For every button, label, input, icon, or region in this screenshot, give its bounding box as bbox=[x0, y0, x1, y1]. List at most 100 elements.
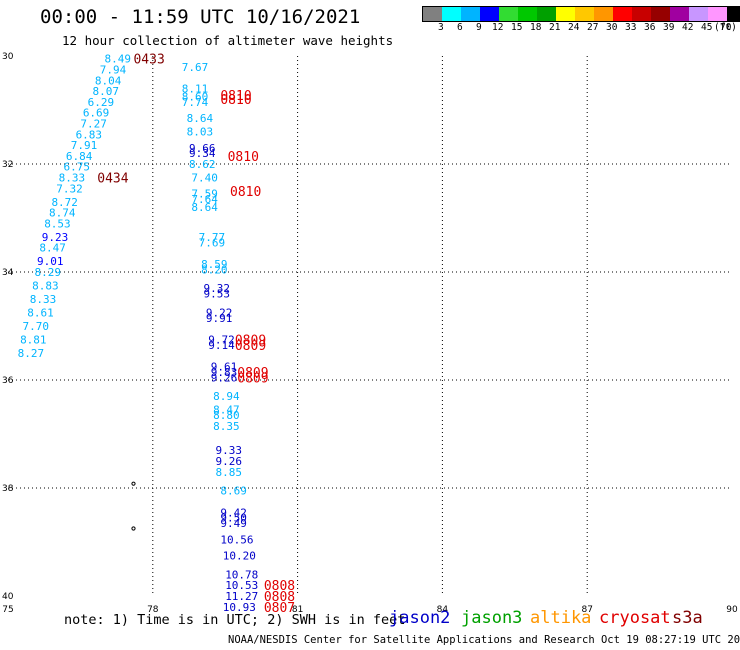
color-swatch bbox=[518, 7, 537, 21]
y-tick-label: 32 bbox=[2, 160, 13, 170]
pass-time-label: 0810 bbox=[220, 89, 251, 104]
color-swatch bbox=[689, 7, 708, 21]
wave-height-label: 9.66 bbox=[189, 142, 216, 155]
wave-height-label: 8.60 bbox=[182, 91, 209, 104]
footer-note: note: 1) Time is in UTC; 2) SWH is in fe… bbox=[64, 612, 406, 628]
wave-height-label: 6.83 bbox=[76, 128, 103, 141]
color-scale-label: 6 bbox=[457, 22, 463, 33]
wave-height-label: 8.64 bbox=[187, 112, 214, 125]
color-scale-label: 30 bbox=[606, 22, 618, 33]
wave-height-label: 7.69 bbox=[199, 236, 226, 249]
pass-time-label: 0433 bbox=[133, 53, 164, 68]
color-scale-label: 70 bbox=[720, 22, 732, 33]
wave-height-label: 9.61 bbox=[211, 361, 238, 374]
wave-height-label: 8.49 bbox=[105, 53, 131, 66]
color-swatch bbox=[708, 7, 727, 21]
wave-height-label: 7.40 bbox=[191, 172, 218, 185]
y-tick-label: 36 bbox=[2, 376, 14, 386]
wave-height-label: 9.34 bbox=[189, 147, 216, 160]
wave-height-label: 8.53 bbox=[44, 217, 70, 230]
pass-time-label: 0808 bbox=[264, 579, 295, 594]
color-swatch bbox=[442, 7, 461, 21]
y-tick-label: 30 bbox=[2, 52, 14, 62]
color-swatch bbox=[651, 7, 670, 21]
pass-time-label: 0810 bbox=[220, 93, 251, 108]
wave-height-label: 8.85 bbox=[216, 466, 243, 479]
wave-height-label: 6.29 bbox=[88, 96, 115, 109]
legend-jason2: jason2 bbox=[389, 608, 451, 628]
color-scale-label: 15 bbox=[511, 22, 523, 33]
wave-height-label: 10.56 bbox=[220, 533, 253, 546]
wave-height-label: 8.33 bbox=[30, 293, 57, 306]
pass-time-label: 0808 bbox=[264, 590, 295, 605]
wave-height-label: 8.61 bbox=[27, 307, 54, 320]
wave-height-label: 7.77 bbox=[199, 231, 226, 244]
wave-height-label: 9.26 bbox=[211, 371, 238, 384]
color-scale-label: 39 bbox=[663, 22, 675, 33]
wave-height-label: 10.93 bbox=[223, 601, 256, 614]
wave-height-label: 8.07 bbox=[92, 85, 119, 98]
color-scale-label: 3 bbox=[438, 22, 444, 33]
legend-jason3: jason3 bbox=[461, 608, 523, 628]
wave-height-label: 8.94 bbox=[213, 390, 240, 403]
color-scale-label: 9 bbox=[476, 22, 482, 33]
wave-height-label: 8.20 bbox=[201, 263, 228, 276]
wave-height-label: 7.67 bbox=[182, 61, 209, 74]
x-tick-label: 81 bbox=[292, 605, 303, 615]
wave-height-label: 9.14 bbox=[208, 339, 235, 352]
pass-time-label: 0807 bbox=[264, 601, 295, 616]
pass-time-label: 0809 bbox=[235, 339, 266, 354]
legend-cryosat: cryosat bbox=[599, 608, 671, 628]
color-scale-label: 12 bbox=[492, 22, 504, 33]
wave-height-label: 8.03 bbox=[187, 126, 214, 139]
wave-height-label: 7.94 bbox=[100, 64, 127, 77]
wave-height-label: 7.64 bbox=[191, 193, 218, 206]
color-swatch bbox=[537, 7, 556, 21]
y-tick-label: 34 bbox=[2, 268, 14, 278]
wave-height-label: 9.32 bbox=[203, 282, 230, 295]
wave-height-label: 9.01 bbox=[37, 255, 64, 268]
wave-height-label: 9.83 bbox=[211, 366, 238, 379]
color-swatch bbox=[423, 7, 442, 21]
wave-height-label: 9.23 bbox=[42, 231, 69, 244]
wave-height-label: 8.64 bbox=[191, 201, 218, 214]
pass-time-label: 0809 bbox=[237, 366, 268, 381]
wave-height-label: 9.42 bbox=[220, 506, 247, 519]
color-swatch bbox=[727, 7, 740, 21]
pass-time-label: 0810 bbox=[230, 185, 261, 200]
color-swatch bbox=[632, 7, 651, 21]
wave-height-label: 6.84 bbox=[66, 150, 93, 163]
credit-line: NOAA/NESDIS Center for Satellite Applica… bbox=[228, 634, 740, 646]
wave-height-label: 10.53 bbox=[225, 579, 258, 592]
wave-height-label: 8.62 bbox=[189, 158, 216, 171]
x-tick-label: 75 bbox=[2, 605, 13, 615]
wave-height-label: 10.20 bbox=[223, 550, 256, 563]
x-tick-label: 87 bbox=[581, 605, 592, 615]
wave-height-label: 9.49 bbox=[220, 517, 247, 530]
color-swatch bbox=[480, 7, 499, 21]
wave-height-label: 7.74 bbox=[182, 96, 209, 109]
wave-height-label: 8.80 bbox=[213, 409, 240, 422]
wave-height-label: 9.50 bbox=[220, 512, 247, 525]
wave-height-label: 7.27 bbox=[80, 118, 107, 131]
legend-s3a: s3a bbox=[672, 608, 703, 628]
wave-height-label: 9.91 bbox=[206, 312, 233, 325]
color-scale-label: 24 bbox=[568, 22, 580, 33]
wave-height-label: 8.74 bbox=[49, 207, 76, 220]
wave-height-label: 8.33 bbox=[59, 172, 86, 185]
wave-height-label: 7.91 bbox=[71, 139, 98, 152]
color-swatch bbox=[556, 7, 575, 21]
color-scale-bar bbox=[422, 6, 740, 22]
wave-height-label: 8.72 bbox=[51, 196, 78, 209]
wave-height-label: 7.32 bbox=[56, 182, 82, 195]
wave-height-label: 8.35 bbox=[213, 420, 240, 433]
track-marker bbox=[131, 526, 136, 531]
pass-time-label: 0809 bbox=[235, 334, 266, 349]
wave-height-label: 10.78 bbox=[225, 568, 258, 581]
wave-height-label: 7.70 bbox=[22, 320, 49, 333]
wave-height-label: 8.29 bbox=[35, 266, 62, 279]
wave-height-label: 9.53 bbox=[203, 288, 230, 301]
wave-height-label: 8.04 bbox=[95, 74, 122, 87]
